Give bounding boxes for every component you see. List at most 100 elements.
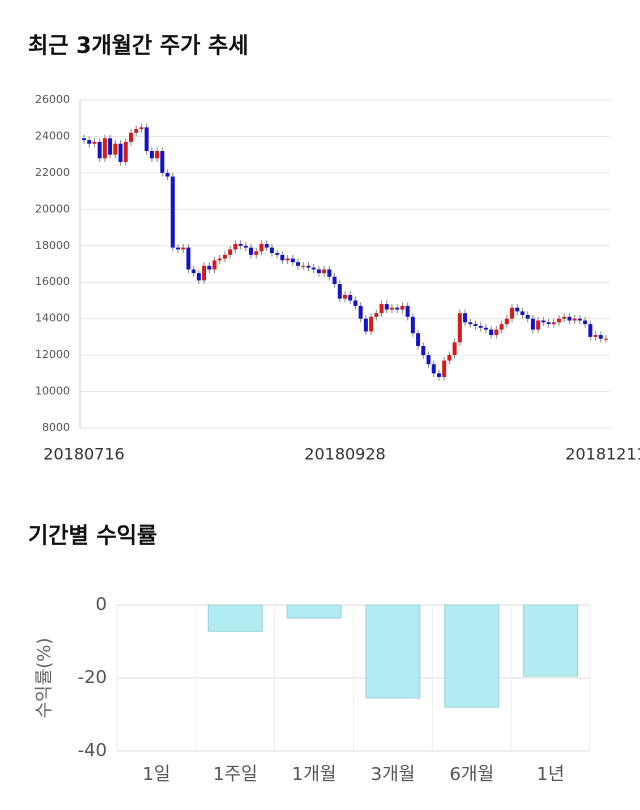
x-tick-label: 1년 bbox=[537, 764, 565, 785]
candle-body bbox=[463, 313, 468, 323]
candle-body bbox=[238, 243, 243, 246]
y-tick-label: 22000 bbox=[35, 166, 70, 179]
y-tick-label: 18000 bbox=[35, 239, 70, 252]
candle-body bbox=[468, 322, 473, 325]
candle-body bbox=[196, 273, 201, 281]
candle-body bbox=[452, 342, 457, 356]
candle-body bbox=[217, 258, 222, 261]
candle-body bbox=[577, 318, 582, 321]
candle-body bbox=[567, 316, 572, 321]
bar bbox=[365, 604, 421, 699]
x-tick-label: 1주일 bbox=[213, 764, 258, 785]
candle-body bbox=[431, 364, 436, 374]
candle-body bbox=[343, 294, 347, 299]
candle-body bbox=[108, 138, 113, 155]
candle-body bbox=[515, 307, 520, 312]
candle-body bbox=[572, 318, 577, 321]
candle-body bbox=[259, 243, 264, 252]
candle-body bbox=[285, 258, 290, 261]
candle-body bbox=[222, 254, 227, 259]
candle-body bbox=[416, 333, 421, 346]
candle-body bbox=[155, 151, 160, 159]
candle-body bbox=[604, 338, 608, 340]
candle-body bbox=[97, 141, 102, 159]
candle-body bbox=[530, 318, 535, 330]
candle-body bbox=[280, 254, 285, 261]
x-tick-label: 20180716 bbox=[43, 445, 124, 464]
candle-body bbox=[593, 335, 598, 337]
candle-body bbox=[113, 143, 118, 155]
candle-body bbox=[269, 247, 274, 254]
candle-body bbox=[301, 265, 306, 267]
candle-body bbox=[410, 316, 415, 334]
candle-body bbox=[447, 355, 452, 361]
candle-body bbox=[327, 269, 332, 277]
candle-body bbox=[139, 127, 144, 130]
candle-body bbox=[144, 127, 149, 152]
candle-body bbox=[118, 143, 123, 162]
candle-body bbox=[541, 320, 546, 323]
candle-body bbox=[202, 265, 207, 281]
candle-body bbox=[264, 243, 269, 248]
candle-body bbox=[191, 269, 196, 274]
y-tick-label: 8000 bbox=[42, 421, 70, 434]
candle-body bbox=[405, 305, 410, 317]
candle-body bbox=[123, 141, 128, 162]
candle-body bbox=[322, 269, 327, 274]
candle-body bbox=[233, 243, 238, 250]
candle-body bbox=[473, 324, 478, 326]
candle-body bbox=[186, 247, 191, 270]
x-tick-label: 20180928 bbox=[304, 445, 385, 464]
candle-body bbox=[275, 253, 280, 255]
y-tick-label: 16000 bbox=[35, 275, 70, 288]
candle-body bbox=[583, 320, 588, 325]
candle-body bbox=[316, 269, 321, 274]
candle-body bbox=[102, 138, 107, 159]
candle-body bbox=[395, 307, 400, 310]
y-tick-label: -40 bbox=[78, 740, 107, 761]
candle-body bbox=[149, 151, 154, 159]
y-tick-label: 12000 bbox=[35, 348, 70, 361]
candle-body bbox=[128, 132, 133, 142]
candle-body bbox=[175, 247, 180, 250]
candle-body bbox=[181, 247, 186, 250]
candle-body bbox=[212, 260, 217, 270]
candle-body bbox=[332, 276, 337, 285]
chart-title: 기간별 수익률 bbox=[28, 524, 157, 549]
candle-body bbox=[228, 249, 233, 255]
candle-body bbox=[134, 129, 139, 133]
candle-body bbox=[494, 329, 499, 336]
bar bbox=[444, 604, 500, 708]
y-tick-label: 20000 bbox=[35, 202, 70, 215]
candle-body bbox=[436, 373, 441, 377]
candle-body bbox=[311, 267, 316, 270]
candle-body bbox=[249, 247, 254, 255]
candle-body bbox=[369, 316, 374, 332]
candle-body bbox=[499, 324, 504, 330]
y-tick-label: 0 bbox=[96, 594, 107, 615]
candle-body bbox=[483, 327, 488, 330]
bar bbox=[286, 604, 342, 619]
candle-body bbox=[557, 318, 562, 323]
candle-body bbox=[374, 313, 379, 317]
candle-body bbox=[426, 355, 431, 365]
candle-body bbox=[363, 318, 368, 332]
candle-body bbox=[442, 360, 447, 377]
candle-body bbox=[489, 329, 494, 336]
candle-body bbox=[384, 304, 389, 310]
x-tick-label: 20181211 bbox=[565, 445, 640, 464]
candle-body bbox=[358, 305, 363, 319]
candle-body bbox=[588, 324, 593, 337]
candle-body bbox=[165, 172, 170, 177]
candle-body bbox=[379, 304, 384, 314]
candle-body bbox=[290, 258, 295, 263]
candle-body bbox=[254, 251, 259, 255]
candle-body bbox=[92, 141, 97, 144]
candle-body bbox=[170, 176, 175, 248]
candle-body bbox=[598, 335, 603, 339]
candle-body bbox=[243, 245, 248, 248]
candle-body bbox=[536, 320, 541, 330]
candle-body bbox=[551, 322, 556, 325]
x-tick-label: 1일 bbox=[142, 764, 170, 785]
